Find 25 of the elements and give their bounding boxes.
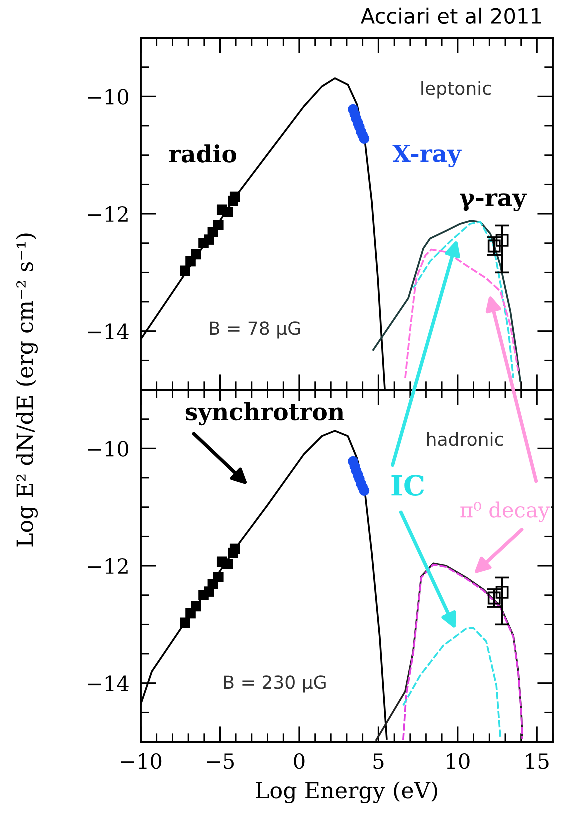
x-tick-label: −5 [207,754,234,770]
y-tick-label: −12 [88,558,128,574]
y-tick-label: −10 [88,441,129,457]
annotation: radio [169,144,237,163]
annotation: synchrotron [186,402,345,426]
annotation: B = 78 μG [210,322,300,339]
x-tick-label: 15 [526,753,549,770]
annotation: γ-ray [460,194,527,212]
x-axis-title: Log Energy (eV) [256,782,438,804]
annotation: π⁰ decay [460,502,550,522]
y-axis-title: Log E² dN/dE (erg cm⁻² s⁻¹) [16,234,38,547]
x-tick-label: −10 [121,753,162,770]
annotation: X-ray [392,144,462,168]
y-tick-label: −10 [88,89,129,105]
annotation: hadronic [427,432,504,446]
y-tick-label: −12 [88,206,128,222]
x-tick-label: 0 [294,753,305,770]
y-tick-label: −14 [88,676,129,692]
annotation: leptonic [422,81,491,99]
x-tick-label: 5 [374,754,384,770]
annotation: IC [392,475,424,496]
annotation: B = 230 μG [224,676,326,693]
text: Acciari et al 2011 [361,8,542,24]
x-tick-label: 10 [447,753,470,770]
y-tick-label: −14 [88,324,129,340]
